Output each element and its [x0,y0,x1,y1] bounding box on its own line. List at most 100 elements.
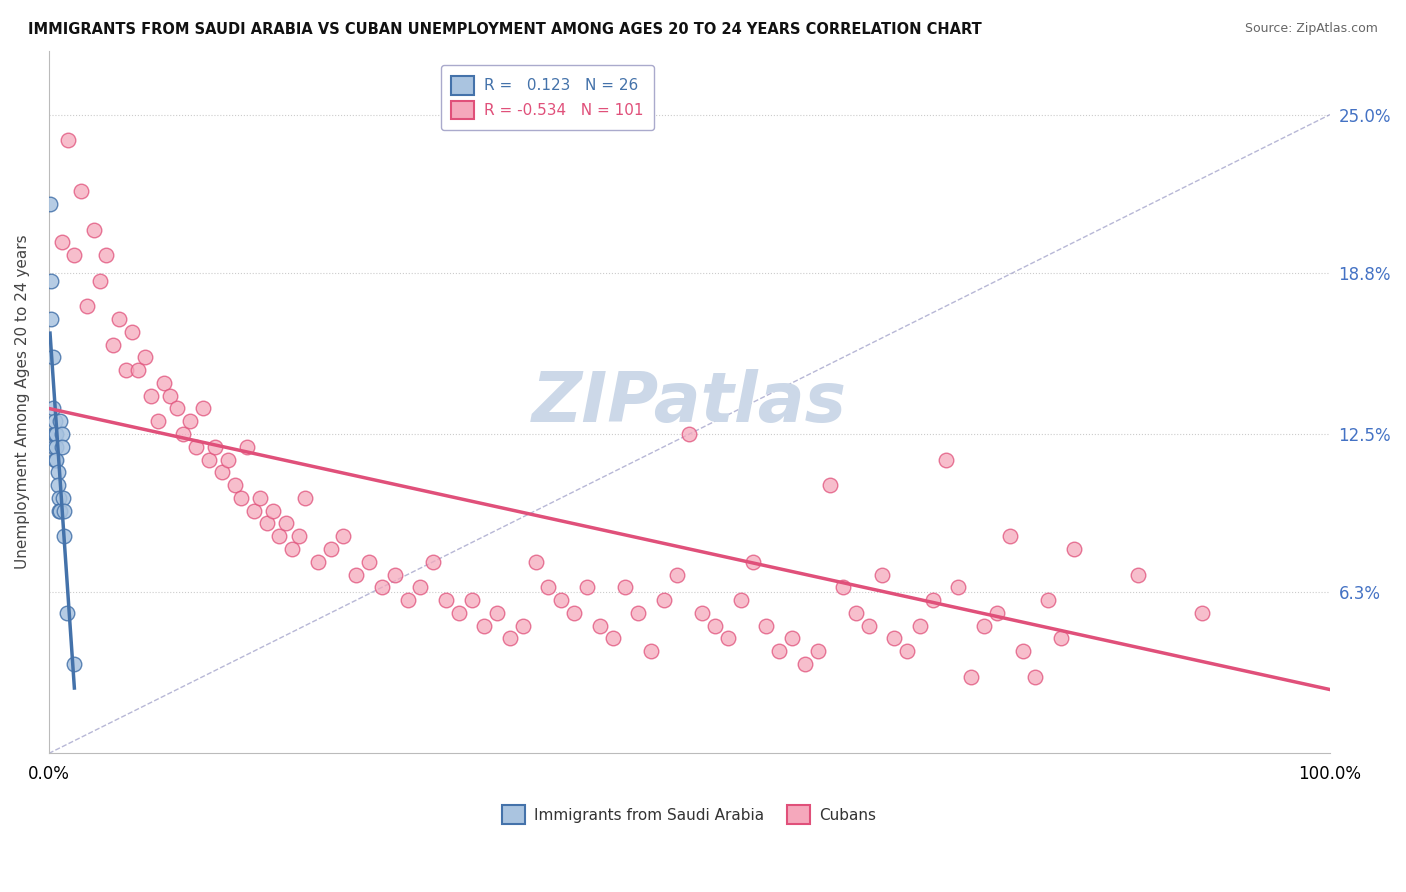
Point [575,580,598,594]
Point [51,427,73,442]
Point [204,440,226,454]
Point [56,133,79,147]
Point [755,618,778,632]
Point [242,504,264,518]
Point [1050,632,1073,646]
Point [42,440,65,454]
Text: IMMIGRANTS FROM SAUDI ARABIA VS CUBAN UNEMPLOYMENT AMONG AGES 20 TO 24 YEARS COR: IMMIGRANTS FROM SAUDI ARABIA VS CUBAN UN… [28,22,981,37]
Point [793,657,815,671]
Point [42,427,65,442]
Point [191,401,214,416]
Point [742,555,765,569]
Point [184,440,207,454]
Point [422,555,444,569]
Point [45,427,67,442]
Point [332,529,354,543]
Point [690,606,713,620]
Point [960,670,983,684]
Point [704,618,727,632]
Point [986,606,1008,620]
Point [665,567,688,582]
Point [45,452,67,467]
Point [44,414,66,428]
Point [948,580,970,594]
Point [55,606,77,620]
Point [384,567,406,582]
Point [46,478,69,492]
Point [870,567,893,582]
Point [262,504,284,518]
Point [344,567,367,582]
Point [44,427,66,442]
Point [52,491,75,505]
Point [63,248,86,262]
Point [229,491,252,505]
Point [69,184,91,198]
Point [39,312,62,326]
Point [589,618,612,632]
Point [562,606,585,620]
Point [832,580,855,594]
Point [179,414,201,428]
Point [256,516,278,531]
Point [46,466,69,480]
Point [127,363,149,377]
Point [806,644,828,658]
Point [307,555,329,569]
Point [287,529,309,543]
Point [211,466,233,480]
Point [1126,567,1149,582]
Point [89,274,111,288]
Point [39,197,62,211]
Point [153,376,176,390]
Point [51,235,73,250]
Point [499,632,522,646]
Point [845,606,868,620]
Point [83,222,105,236]
Point [249,491,271,505]
Point [1036,593,1059,607]
Point [274,516,297,531]
Point [602,632,624,646]
Point [48,504,70,518]
Point [908,618,931,632]
Point [460,593,482,607]
Point [512,618,534,632]
Point [1191,606,1213,620]
Point [166,401,188,416]
Point [896,644,918,658]
Point [281,541,304,556]
Point [121,325,143,339]
Point [524,555,547,569]
Point [678,427,700,442]
Point [409,580,432,594]
Point [224,478,246,492]
Point [53,529,76,543]
Point [49,504,72,518]
Point [217,452,239,467]
Point [768,644,790,658]
Point [141,389,163,403]
Point [63,657,86,671]
Point [108,312,131,326]
Point [294,491,316,505]
Point [434,593,457,607]
Point [39,274,62,288]
Point [48,491,70,505]
Point [41,351,63,365]
Point [76,299,98,313]
Point [159,389,181,403]
Point [627,606,650,620]
Point [858,618,880,632]
Point [319,541,342,556]
Point [550,593,572,607]
Point [998,529,1021,543]
Point [717,632,740,646]
Point [1011,644,1033,658]
Point [640,644,662,658]
Point [134,351,156,365]
Text: Source: ZipAtlas.com: Source: ZipAtlas.com [1244,22,1378,36]
Point [447,606,470,620]
Point [236,440,259,454]
Point [114,363,136,377]
